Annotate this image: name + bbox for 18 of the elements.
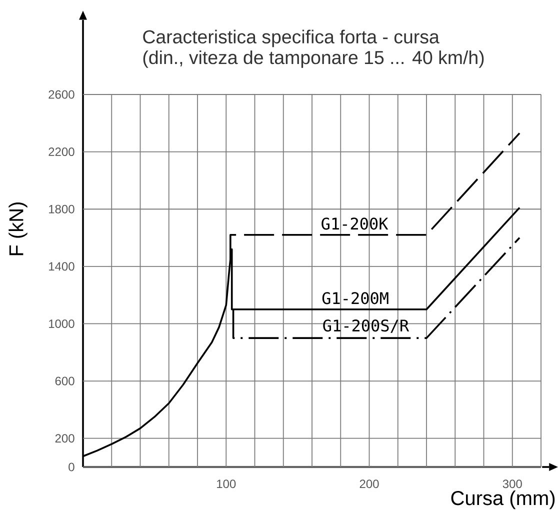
- series-label: G1-200K: [322, 218, 388, 230]
- x-tick-label: 300: [502, 480, 522, 488]
- y-tick-label: 2200: [48, 148, 74, 156]
- y-tick-label: 200: [55, 434, 74, 443]
- y-tick-label: 1400: [49, 262, 74, 271]
- y-tick-label: 0: [68, 462, 74, 472]
- x-tick-label: 100: [217, 480, 236, 488]
- y-axis-title: F (kN): [8, 202, 28, 256]
- y-tick-label: 1800: [49, 204, 74, 214]
- series-label: G1-200S/R: [323, 319, 410, 333]
- y-tick-label: 1000: [49, 319, 74, 328]
- chart-title: Caracteristica specifica forta - cursa: [143, 30, 440, 48]
- x-axis-title: Cursa (mm): [451, 490, 555, 510]
- text: (din., viteza de tamponare 15 ... 40 km/h): [143, 50, 484, 68]
- y-tick-label: 600: [55, 376, 74, 386]
- x-tick-label: 200: [360, 480, 379, 488]
- series-label: G1-200M: [322, 292, 388, 304]
- y-tick-label: 2600: [48, 90, 74, 99]
